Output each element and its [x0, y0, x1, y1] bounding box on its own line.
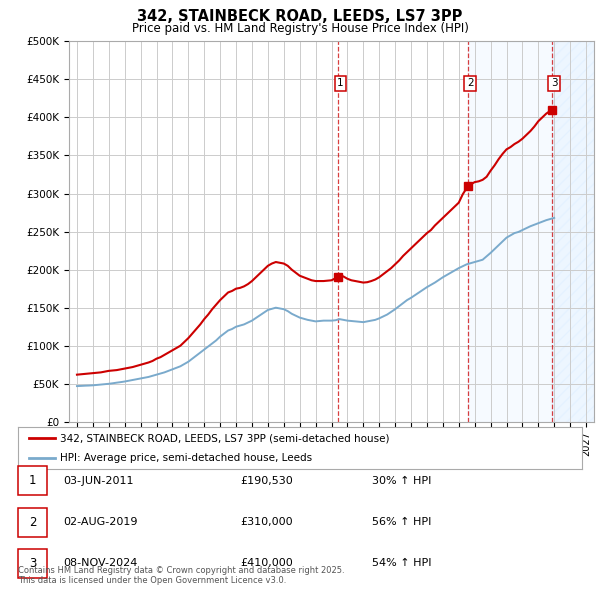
Text: £190,530: £190,530: [240, 476, 293, 486]
Text: Contains HM Land Registry data © Crown copyright and database right 2025.
This d: Contains HM Land Registry data © Crown c…: [18, 566, 344, 585]
Text: Price paid vs. HM Land Registry's House Price Index (HPI): Price paid vs. HM Land Registry's House …: [131, 22, 469, 35]
Text: 2: 2: [467, 78, 473, 88]
Text: 3: 3: [29, 557, 36, 570]
Text: 54% ↑ HPI: 54% ↑ HPI: [372, 559, 431, 568]
Text: 342, STAINBECK ROAD, LEEDS, LS7 3PP: 342, STAINBECK ROAD, LEEDS, LS7 3PP: [137, 9, 463, 24]
Text: £310,000: £310,000: [240, 517, 293, 527]
Text: 02-AUG-2019: 02-AUG-2019: [63, 517, 137, 527]
Text: 2: 2: [29, 516, 36, 529]
Text: 3: 3: [551, 78, 557, 88]
Text: £410,000: £410,000: [240, 559, 293, 568]
Text: 30% ↑ HPI: 30% ↑ HPI: [372, 476, 431, 486]
Text: 342, STAINBECK ROAD, LEEDS, LS7 3PP (semi-detached house): 342, STAINBECK ROAD, LEEDS, LS7 3PP (sem…: [60, 433, 390, 443]
Text: 08-NOV-2024: 08-NOV-2024: [63, 559, 137, 568]
Text: HPI: Average price, semi-detached house, Leeds: HPI: Average price, semi-detached house,…: [60, 453, 313, 463]
Text: 1: 1: [29, 474, 36, 487]
Text: 56% ↑ HPI: 56% ↑ HPI: [372, 517, 431, 527]
Text: 03-JUN-2011: 03-JUN-2011: [63, 476, 133, 486]
Text: 1: 1: [337, 78, 344, 88]
Bar: [552, 41, 594, 422]
Bar: [468, 41, 552, 422]
